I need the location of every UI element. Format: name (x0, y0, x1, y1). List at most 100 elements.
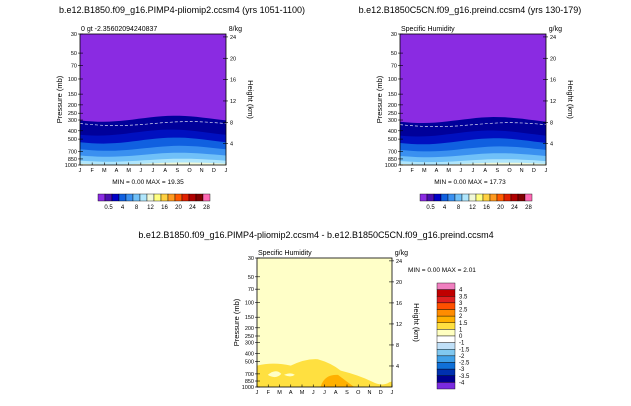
y-axis-label: Pressure (mb) (232, 298, 241, 346)
zero-contour-line (79, 121, 227, 126)
colorbar-swatch (436, 382, 456, 390)
colorbar-label: 2 (459, 314, 463, 320)
colorbar-swatch (188, 193, 197, 202)
pressure-tick-label: 500 (388, 137, 397, 143)
colorbar-label: 20 (175, 205, 182, 211)
pressure-tick-label: 30 (391, 32, 397, 38)
colorbar-label: 8 (457, 205, 461, 211)
month-tick-label: J (323, 390, 326, 396)
month-tick-label: O (187, 168, 192, 174)
pressure-tick-label: 70 (248, 287, 254, 293)
month-tick-label: M (300, 390, 305, 396)
colorbar-swatch (482, 193, 491, 202)
colorbar-swatch (436, 309, 456, 317)
month-tick-label: J (225, 168, 228, 174)
month-tick-label: D (532, 168, 536, 174)
contour-region-4 (284, 373, 295, 377)
colorbar-swatch (436, 322, 456, 330)
height-tick-label: 8 (230, 120, 233, 126)
pressure-tick-label: 30 (248, 256, 254, 262)
colorbar-swatch (426, 193, 435, 202)
colorbar-swatch (97, 193, 106, 202)
panel-subtitle-left: Specific Humidity (258, 250, 312, 257)
colorbar-swatch (202, 193, 211, 202)
pressure-tick-label: 30 (71, 32, 77, 38)
colorbar-label: 28 (203, 205, 210, 211)
month-tick-label: A (115, 168, 119, 174)
pressure-tick-label: 400 (388, 129, 397, 135)
month-tick-label: J (459, 168, 462, 174)
pressure-tick-label: 1000 (242, 385, 254, 391)
height-tick-label: 4 (550, 142, 553, 148)
panel-subtitle-right: g/kg (549, 26, 562, 33)
pressure-tick-label: 250 (245, 334, 254, 340)
colorbar-label: 2.5 (459, 308, 468, 314)
month-tick-label: O (356, 390, 361, 396)
colorbar-swatch (419, 193, 428, 202)
y-axis-right-label: Height (km) (412, 303, 421, 342)
panel-title: b.e12.B1850.f09_g16.PIMP4-pliomip2.ccsm4… (59, 5, 305, 15)
pressure-tick-label: 150 (245, 315, 254, 321)
pressure-tick-label: 50 (71, 51, 77, 57)
pressure-tick-label: 700 (68, 150, 77, 156)
colorbar-3: 43.532.521.510-1-1.5-2-2.5-3-3.5-4 (436, 282, 470, 390)
min-max-label: MIN = 0.00 MAX = 2.01 (408, 267, 476, 274)
colorbar-swatch (139, 193, 148, 202)
month-tick-label: N (520, 168, 524, 174)
min-max-label: MIN = 0.00 MAX = 19.35 (112, 179, 184, 186)
colorbar-swatch (111, 193, 120, 202)
colorbar-swatch (153, 193, 162, 202)
pressure-tick-label: 100 (245, 300, 254, 306)
colorbar-label: 16 (483, 205, 490, 211)
pressure-tick-label: 1000 (385, 163, 397, 169)
pressure-tick-label: 300 (68, 118, 77, 124)
month-tick-label: S (345, 390, 349, 396)
pressure-tick-label: 250 (68, 111, 77, 117)
colorbar-swatch (503, 193, 512, 202)
colorbar-label: 1.5 (459, 321, 468, 327)
colorbar-swatch (436, 349, 456, 357)
month-tick-label: J (391, 390, 394, 396)
colorbar-label: 24 (511, 205, 518, 211)
pressure-tick-label: 70 (71, 64, 77, 70)
month-tick-label: N (368, 390, 372, 396)
colorbar-label: 3.5 (459, 294, 468, 300)
colorbar-swatch (436, 362, 456, 370)
month-tick-label: F (410, 168, 414, 174)
colorbar-1: 0.5 4 8 12 16 20 24 28 (97, 193, 211, 211)
pressure-tick-label: 850 (245, 379, 254, 385)
colorbar-swatch (104, 193, 113, 202)
pressure-tick-label: 300 (245, 341, 254, 347)
colorbar-swatch (132, 193, 141, 202)
colorbar-swatch (436, 342, 456, 350)
colorbar-swatch (436, 289, 456, 297)
pressure-tick-label: 700 (388, 150, 397, 156)
colorbar-swatch (436, 302, 456, 310)
height-tick-label: 16 (230, 78, 236, 84)
month-tick-label: A (435, 168, 439, 174)
pressure-tick-label: 250 (388, 111, 397, 117)
pressure-tick-label: 1000 (65, 163, 77, 169)
pressure-tick-label: 200 (388, 103, 397, 109)
pressure-tick-label: 50 (391, 51, 397, 57)
colorbar-swatch (436, 296, 456, 304)
colorbar-label: 1 (459, 327, 463, 333)
colorbar-label: 3 (459, 301, 463, 307)
month-tick-label: J (256, 390, 259, 396)
month-tick-label: M (126, 168, 131, 174)
colorbar-label: 12 (469, 205, 476, 211)
month-tick-label: O (507, 168, 512, 174)
panel-2: b.e12.B1850C5CN.f09_g16.preind.ccsm4 (yr… (359, 5, 582, 186)
height-tick-label: 24 (550, 35, 556, 41)
month-tick-label: J (79, 168, 82, 174)
month-tick-label: M (422, 168, 427, 174)
month-tick-label: A (163, 168, 167, 174)
month-tick-label: S (175, 168, 179, 174)
month-tick-label: A (483, 168, 487, 174)
height-tick-label: 12 (230, 99, 236, 105)
colorbar-swatch (160, 193, 169, 202)
min-max-label: MIN = 0.00 MAX = 17.73 (434, 179, 506, 186)
pressure-tick-label: 300 (388, 118, 397, 124)
colorbar-label: 12 (147, 205, 154, 211)
